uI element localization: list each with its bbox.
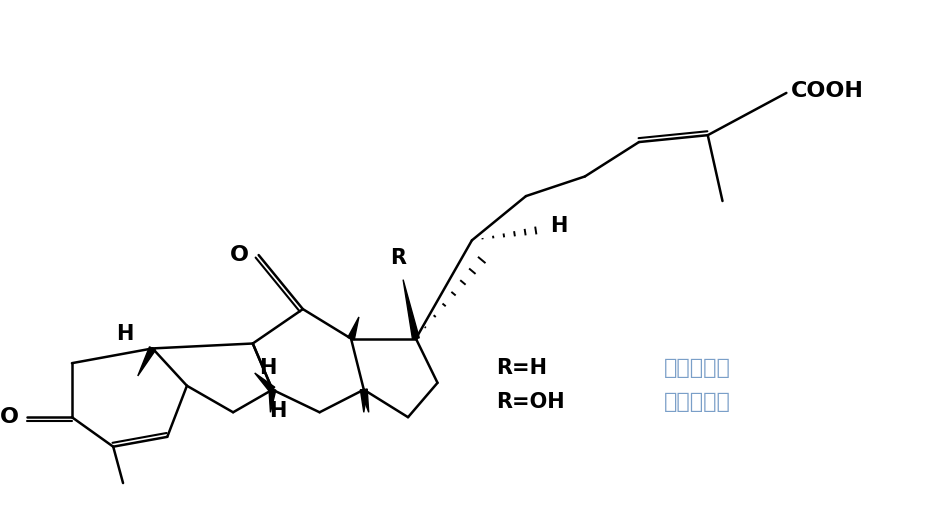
Polygon shape (360, 389, 368, 412)
Polygon shape (403, 280, 419, 339)
Text: R=H: R=H (496, 358, 547, 378)
Text: 罗汉果酸丁: 罗汉果酸丁 (663, 392, 730, 413)
Polygon shape (255, 373, 275, 392)
Text: H: H (268, 401, 286, 421)
Text: H: H (259, 358, 276, 378)
Text: O: O (0, 407, 19, 427)
Text: H: H (550, 216, 567, 236)
Polygon shape (269, 389, 276, 412)
Text: 罗汉果酸丙: 罗汉果酸丙 (663, 358, 730, 378)
Polygon shape (138, 347, 156, 376)
Text: R=OH: R=OH (496, 392, 565, 413)
Text: H: H (116, 324, 133, 344)
Text: COOH: COOH (790, 81, 863, 101)
Text: R: R (390, 248, 406, 268)
Polygon shape (347, 317, 359, 340)
Text: O: O (229, 245, 248, 265)
Polygon shape (360, 390, 367, 412)
